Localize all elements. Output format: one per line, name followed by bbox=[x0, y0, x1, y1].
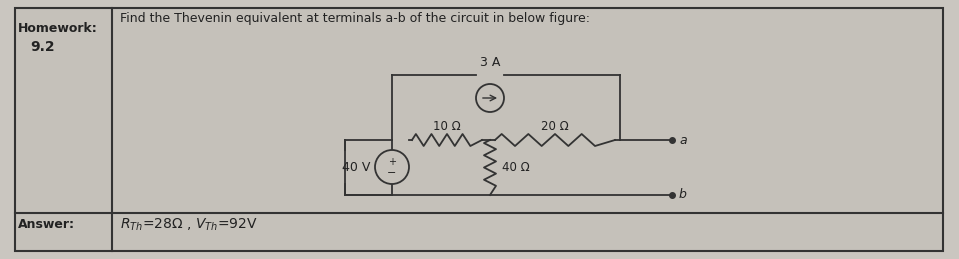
Text: b: b bbox=[679, 189, 687, 202]
Text: 3 A: 3 A bbox=[480, 56, 501, 69]
Text: 9.2: 9.2 bbox=[30, 40, 55, 54]
Text: +: + bbox=[388, 157, 396, 167]
Circle shape bbox=[375, 150, 409, 184]
Text: −: − bbox=[387, 168, 397, 178]
Text: $R_{Th}$=28$\Omega$ , $V_{Th}$=92V: $R_{Th}$=28$\Omega$ , $V_{Th}$=92V bbox=[120, 217, 258, 233]
Text: 10 Ω: 10 Ω bbox=[433, 119, 461, 133]
Circle shape bbox=[476, 84, 504, 112]
Text: a: a bbox=[679, 133, 687, 147]
Text: Homework:: Homework: bbox=[18, 22, 98, 35]
Text: 40 V: 40 V bbox=[341, 161, 370, 174]
Text: 20 Ω: 20 Ω bbox=[541, 119, 569, 133]
Text: Answer:: Answer: bbox=[18, 218, 75, 231]
Text: 40 Ω: 40 Ω bbox=[502, 161, 529, 174]
Text: Find the Thevenin equivalent at terminals a-b of the circuit in below figure:: Find the Thevenin equivalent at terminal… bbox=[120, 12, 590, 25]
